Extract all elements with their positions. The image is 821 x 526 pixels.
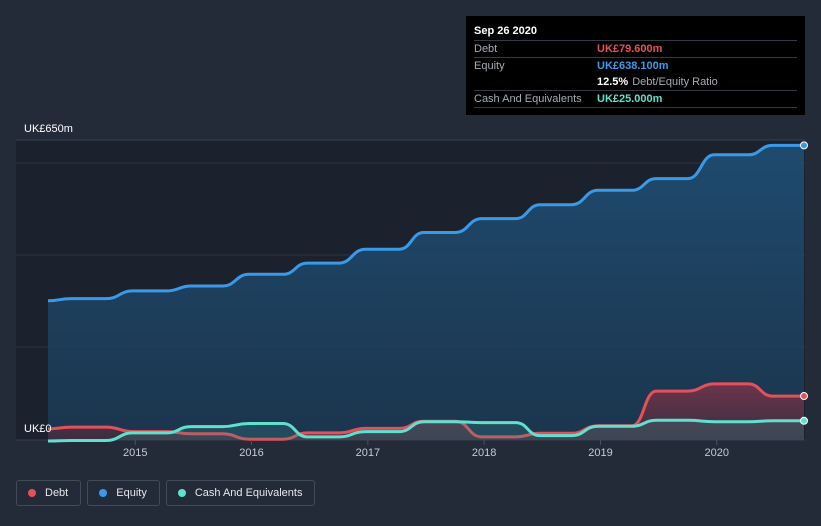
x-tick-label: 2020: [705, 447, 729, 459]
x-tick-label: 2015: [123, 447, 147, 459]
tooltip-equity-label: Equity: [474, 60, 505, 72]
y-axis-bottom-label: UK£0: [24, 423, 52, 435]
equity-dot-icon: [99, 489, 108, 497]
tooltip-row-equity: Equity UK£638.100m: [474, 57, 797, 74]
tooltip-debt-value: UK£79.600m: [597, 43, 663, 55]
cash-and-equivalents-end-marker[interactable]: [800, 416, 808, 425]
legend-item-equity[interactable]: Equity: [87, 480, 160, 506]
equity-line: [47, 143, 804, 303]
x-tick-label: 2019: [588, 447, 612, 459]
tooltip-panel: Sep 26 2020 Debt UK£79.600m Equity UK£63…: [466, 16, 805, 115]
cash-and-equivalents-line: [47, 418, 804, 443]
tooltip-row-debt: Debt UK£79.600m: [474, 40, 797, 57]
legend-equity-label: Equity: [116, 487, 147, 499]
tooltip-debt-label: Debt: [474, 43, 498, 55]
tooltip-ratio-value: 12.5%: [597, 76, 629, 88]
tooltip-ratio-label: Debt/Equity Ratio: [632, 76, 718, 88]
x-axis-ticks: 2015 2016 2017 2018 2019 2020: [123, 440, 729, 459]
equity-area: [48, 145, 804, 440]
legend-item-cash[interactable]: Cash And Equivalents: [165, 480, 316, 506]
series-layer: [47, 141, 808, 443]
debt-dot-icon: [28, 489, 36, 497]
cash-dot-icon: [177, 489, 186, 497]
legend-cash-label: Cash And Equivalents: [194, 487, 303, 499]
tooltip-equity-value: UK£638.100m: [597, 60, 669, 72]
tooltip-date: Sep 26 2020: [474, 25, 537, 37]
x-tick-label: 2016: [239, 447, 263, 459]
x-tick-label: 2017: [356, 447, 380, 459]
tooltip-row-cash: Cash And Equivalents UK£25.000m: [474, 90, 797, 108]
tooltip-cash-value: UK£25.000m: [597, 93, 663, 105]
y-axis-top-label: UK£650m: [24, 123, 73, 135]
legend-item-debt[interactable]: Debt: [16, 480, 82, 506]
debt-end-marker[interactable]: [800, 392, 808, 401]
equity-end-marker[interactable]: [800, 141, 808, 150]
tooltip-row-ratio: 12.5% Debt/Equity Ratio: [474, 74, 797, 90]
x-tick-label: 2018: [472, 447, 496, 459]
chart-legend: Debt Equity Cash And Equivalents: [16, 480, 316, 506]
tooltip-cash-label: Cash And Equivalents: [474, 93, 582, 105]
legend-debt-label: Debt: [45, 487, 69, 499]
